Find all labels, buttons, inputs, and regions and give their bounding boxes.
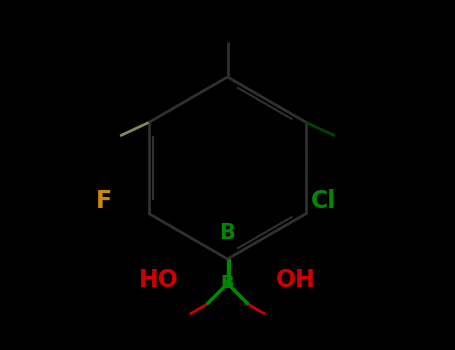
- Text: HO: HO: [139, 268, 179, 292]
- Text: OH: OH: [276, 268, 316, 292]
- Text: B: B: [221, 274, 234, 293]
- Text: B: B: [220, 223, 235, 243]
- Text: Cl: Cl: [311, 189, 336, 213]
- Text: F: F: [96, 189, 112, 213]
